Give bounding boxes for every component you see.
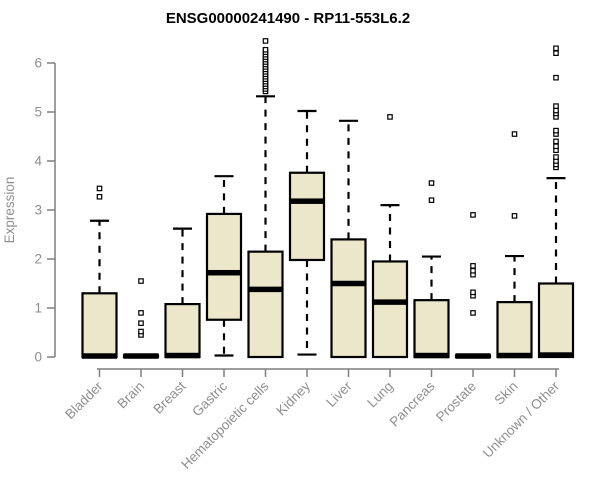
box-group-pancreas (413, 180, 450, 359)
iqr-box (371, 260, 409, 359)
outlier-point (553, 45, 559, 52)
outlier-point (138, 310, 144, 316)
outlier-point (470, 267, 476, 274)
median-bar (414, 352, 449, 359)
outlier-point (138, 320, 144, 326)
x-tick-label: Breast (150, 378, 188, 416)
box-group-liver (330, 119, 367, 359)
outlier-point (470, 310, 476, 316)
outlier-point (553, 127, 559, 134)
median-bar (82, 353, 117, 359)
iqr-box (205, 212, 243, 321)
y-tick-label: 4 (34, 154, 42, 169)
iqr-box (164, 302, 201, 359)
median-bar (538, 352, 574, 358)
median-bar (455, 353, 491, 359)
iqr-box (247, 250, 284, 359)
y-tick-label: 2 (34, 252, 42, 267)
iqr-box (537, 282, 575, 359)
x-tick-label: Gastric (189, 378, 230, 419)
x-tick-label: Unknown / Other (480, 378, 563, 461)
iqr-box (288, 171, 326, 262)
x-tick-label: Prostate (433, 379, 479, 425)
box-group-hematopoietic-cells (247, 38, 284, 359)
outlier-point (511, 131, 518, 137)
median-bar (165, 352, 200, 359)
outlier-point (553, 154, 559, 160)
outlier-point (553, 138, 559, 145)
outlier-point (553, 107, 559, 114)
box-group-skin (496, 131, 533, 359)
outlier-point (96, 185, 103, 192)
box-group-gastric (205, 175, 243, 357)
iqr-box (413, 299, 450, 359)
y-axis-title: Expression (2, 177, 17, 244)
box-group-kidney (288, 109, 326, 356)
y-tick-label: 1 (34, 301, 42, 316)
outlier-point (470, 289, 476, 296)
outlier-point (553, 50, 559, 57)
outlier-point (553, 103, 559, 109)
median-bar (206, 269, 242, 276)
y-tick-label: 3 (34, 203, 42, 218)
outlier-point (470, 263, 476, 269)
y-tick-label: 6 (34, 56, 42, 71)
iqr-box (496, 301, 533, 359)
x-tick-label: Liver (323, 378, 355, 410)
outlier-point (511, 213, 518, 219)
median-bar (331, 280, 366, 287)
x-tick-label: Pancreas (387, 378, 438, 429)
iqr-box (81, 292, 118, 359)
outlier-point (428, 180, 435, 186)
box-group-bladder (81, 185, 118, 359)
outlier-point (553, 143, 559, 150)
x-tick-label: Brain (114, 379, 147, 412)
y-tick-label: 0 (34, 350, 42, 365)
box-group-brain (122, 278, 160, 359)
outlier-point (428, 197, 435, 204)
outlier-point (470, 212, 476, 218)
outlier-point (262, 38, 269, 44)
box-group-lung (371, 114, 409, 359)
outlier-point (262, 46, 269, 53)
outlier-point (553, 74, 559, 81)
box-group-breast (164, 227, 201, 359)
chart-title: ENSG00000241490 - RP11-553L6.2 (166, 10, 410, 27)
median-bar (372, 299, 408, 305)
median-bar (123, 353, 159, 359)
box-group-unknown-other (537, 45, 575, 359)
x-tick-label: Skin (491, 379, 520, 408)
x-tick-label: Kidney (273, 378, 313, 418)
plot-area (81, 38, 575, 359)
outlier-point (387, 114, 393, 120)
iqr-box (330, 238, 367, 359)
x-tick-label: Lung (364, 379, 396, 411)
box-group-prostate (454, 212, 492, 359)
outlier-point (96, 193, 103, 200)
y-tick-label: 5 (34, 105, 42, 120)
median-bar (497, 352, 532, 359)
median-bar (289, 198, 325, 204)
median-bar (248, 286, 283, 293)
outlier-point (138, 328, 144, 335)
x-tick-label: Bladder (62, 378, 106, 422)
outlier-point (138, 278, 144, 284)
